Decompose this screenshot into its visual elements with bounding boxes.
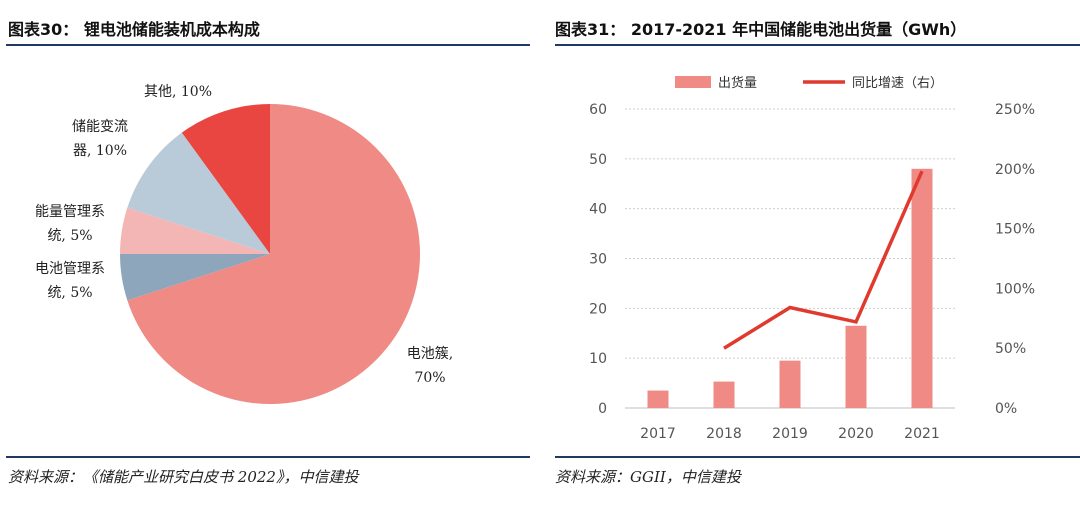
pie-label-1: 电池管理系统, 5%	[35, 261, 105, 301]
x-tick-label-1: 2018	[706, 426, 742, 442]
y2-tick-label-1: 50%	[995, 341, 1026, 357]
pie-slice-0	[127, 104, 420, 404]
bar-line-chart: 0 10 20 30 40 50 60 0% 50% 100% 150% 200% 250% 2017 20…	[589, 75, 1035, 442]
y-tick-label-3: 30	[589, 252, 607, 268]
left-title-rule	[6, 44, 530, 46]
right-source-note: 资料来源：GGII，中信建投	[555, 468, 741, 486]
pie-slice-1	[120, 254, 270, 301]
y-tick-label-6: 60	[589, 102, 607, 118]
growth-line	[723, 170, 924, 350]
right-chart-title: 图表31： 2017-2021 年中国储能电池出货量（GWh）	[555, 20, 967, 39]
y-tick-label-5: 50	[589, 152, 607, 168]
x-tick-label-4: 2021	[904, 426, 940, 442]
left-source-note: 资料来源：《储能产业研究白皮书 2022》，中信建投	[8, 468, 359, 486]
y2-tick-label-2: 100%	[995, 281, 1035, 297]
pie-label-0: 电池簇, 70%	[407, 346, 453, 386]
y2-tick-label-5: 250%	[995, 102, 1035, 118]
bar-2019	[779, 360, 801, 408]
y-tick-label-1: 10	[589, 351, 607, 367]
pie-label-4: 其他, 10%	[144, 84, 212, 100]
y-tick-label-4: 40	[589, 202, 607, 218]
y2-tick-label-4: 200%	[995, 162, 1035, 178]
left-chart-title: 图表30： 锂电池储能装机成本构成	[8, 20, 260, 39]
left-panel: 图表30： 锂电池储能装机成本构成 电池簇, 70% 电池管理系统, 5% 能量管理系…	[0, 0, 530, 508]
y2-tick-label-0: 0%	[995, 401, 1017, 417]
pie-chart: 电池簇, 70% 电池管理系统, 5% 能量管理系统, 5% 储能变流器, 10% 其他,…	[35, 84, 453, 404]
right-panel: 图表31： 2017-2021 年中国储能电池出货量（GWh） 0 10 20 30 4…	[555, 0, 1080, 508]
y-tick-label-0: 0	[598, 401, 607, 417]
bar-2021	[911, 168, 933, 408]
bar-2017	[647, 390, 669, 408]
left-bottom-rule	[6, 456, 530, 458]
right-bottom-rule	[555, 456, 1080, 458]
pie-slice-3	[127, 132, 270, 254]
legend-label-line: 同比增速（右）	[852, 76, 943, 91]
legend-label-bar: 出货量	[718, 75, 757, 91]
x-tick-label-3: 2020	[838, 426, 874, 442]
pie-label-3: 储能变流器, 10%	[72, 119, 128, 159]
right-title-rule	[555, 44, 1080, 46]
x-tick-label-2: 2019	[772, 426, 808, 442]
y-tick-label-2: 20	[589, 301, 607, 317]
pie-slice-4	[181, 104, 270, 254]
bar-2018	[713, 381, 735, 408]
legend-swatch-bar	[675, 76, 711, 88]
pie-label-2: 能量管理系统, 5%	[35, 204, 105, 244]
bar-2020	[845, 325, 867, 408]
y2-tick-label-3: 150%	[995, 222, 1035, 238]
pie-slice-2	[120, 207, 270, 254]
x-tick-label-0: 2017	[640, 426, 676, 442]
